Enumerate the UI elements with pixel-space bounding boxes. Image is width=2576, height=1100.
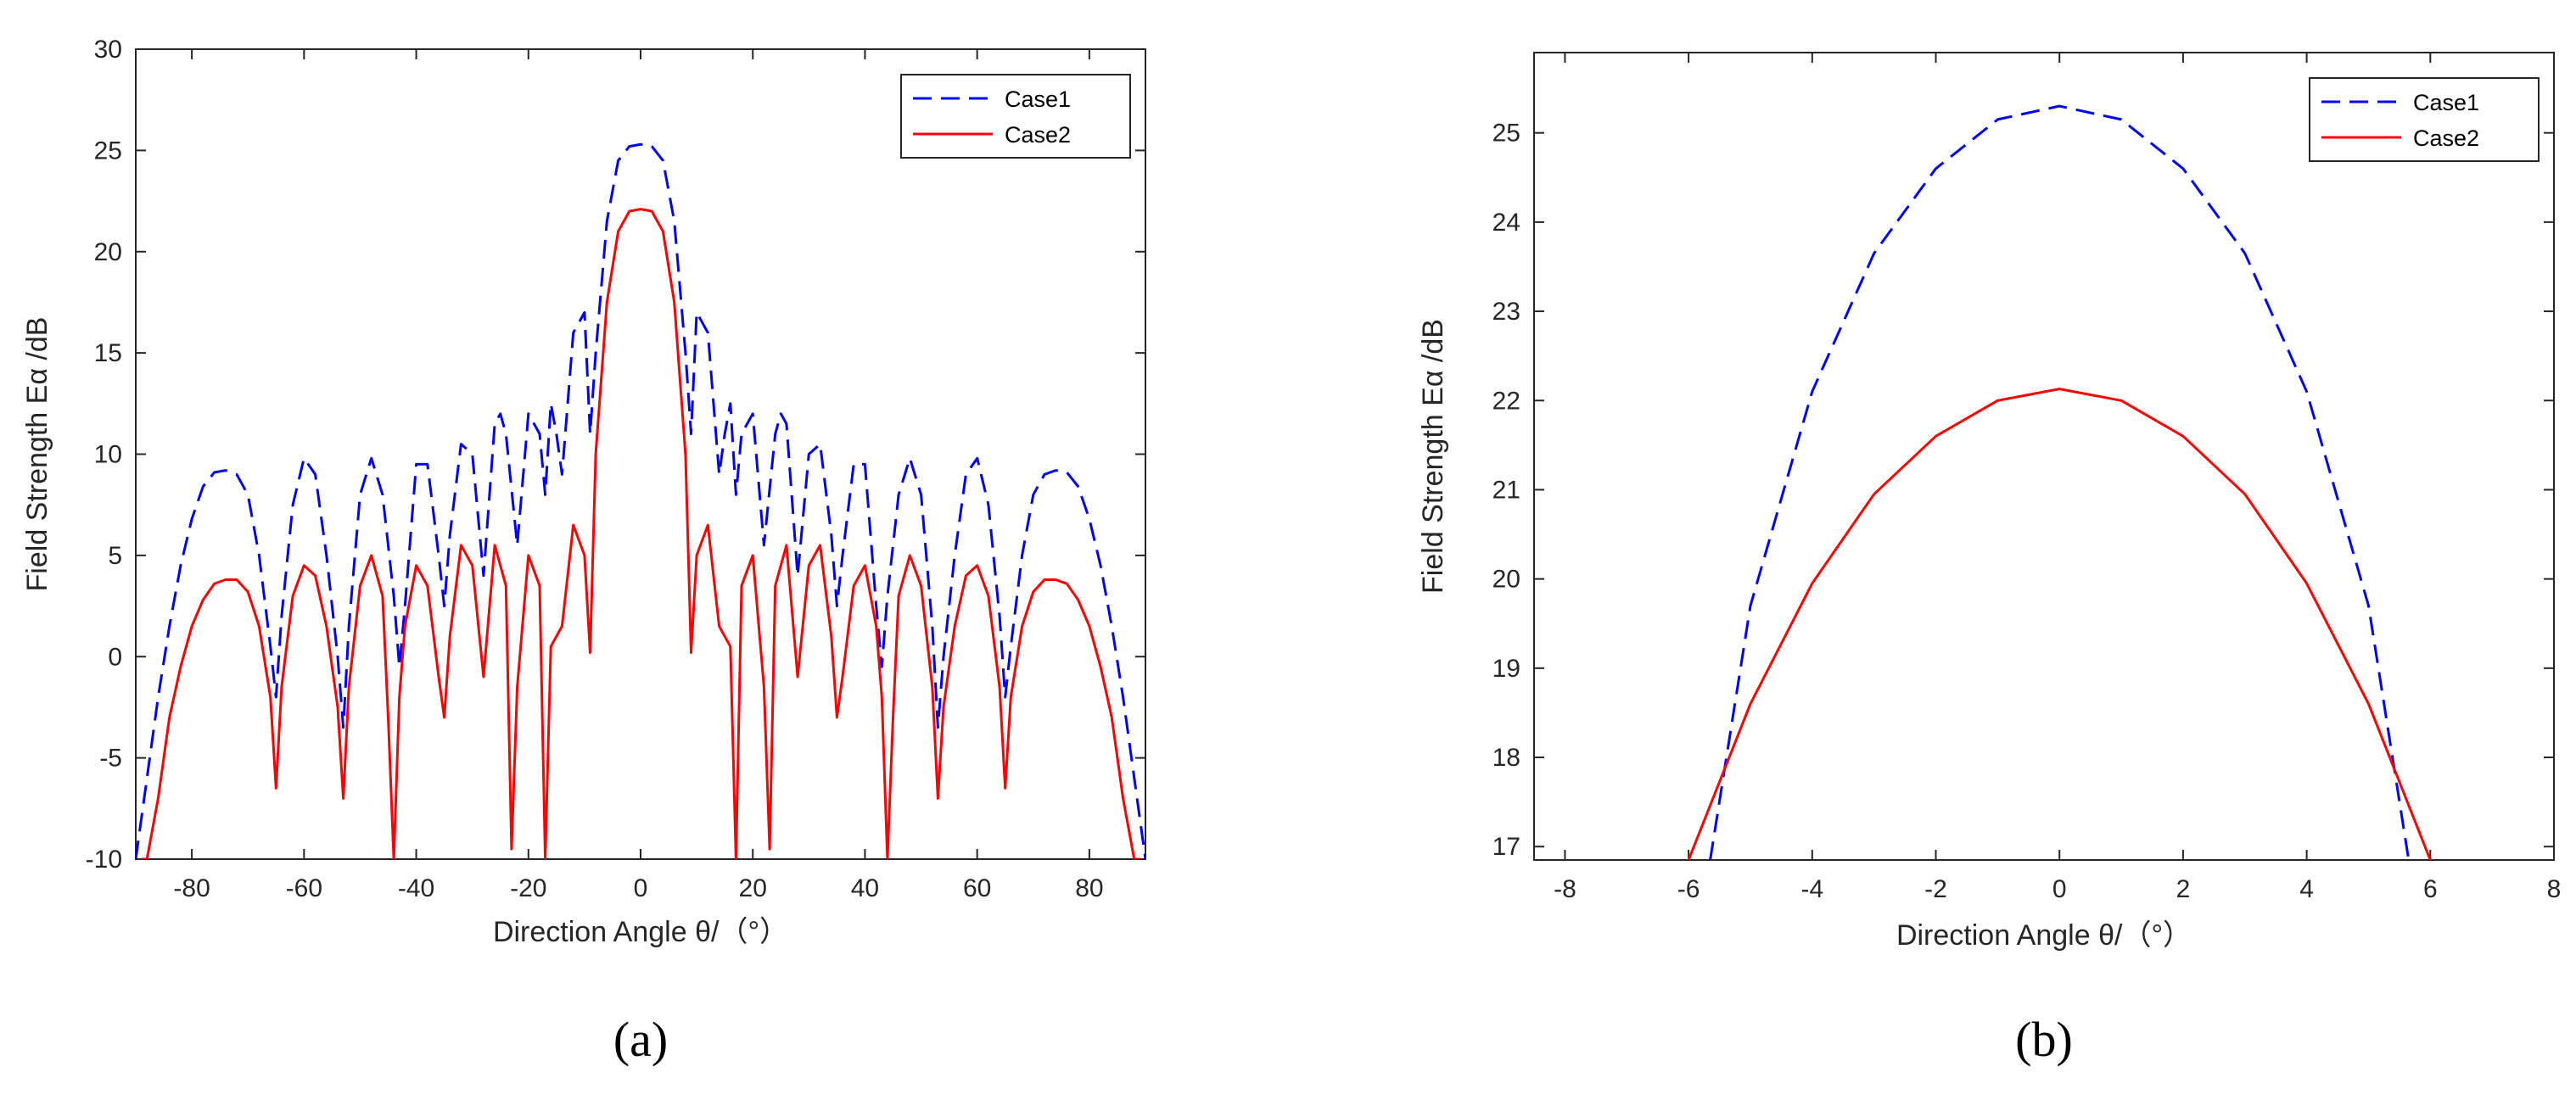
series-line-case1-a xyxy=(136,142,1145,859)
panel-label-b: (b) xyxy=(2015,1012,2073,1067)
legend-box-b xyxy=(2309,77,2540,162)
x-tick-label-a-8: 80 xyxy=(1075,874,1103,902)
x-tick-label-b-7: 6 xyxy=(2423,875,2438,903)
x-tick-label-b-4: 0 xyxy=(2052,875,2067,903)
x-axis-label-b: Direction Angle θ/（°） xyxy=(1896,919,2192,952)
y-tick-label-b-5: 22 xyxy=(1492,387,1520,415)
x-tick-label-a-6: 40 xyxy=(851,874,879,902)
x-tick-label-a-7: 60 xyxy=(963,874,991,902)
x-tick-label-a-1: -60 xyxy=(286,874,322,902)
series-line-case2-b xyxy=(1687,388,2432,860)
y-tick-label-b-0: 17 xyxy=(1492,833,1520,861)
y-tick-label-a-8: 30 xyxy=(94,36,122,64)
x-tick-label-b-6: 4 xyxy=(2299,875,2314,903)
y-tick-label-a-7: 25 xyxy=(94,137,122,165)
y-tick-label-a-5: 15 xyxy=(94,339,122,367)
x-tick-label-a-4: 0 xyxy=(634,874,648,902)
legend-label-case2-a: Case2 xyxy=(1005,122,1071,148)
chart-b: -8 -6 -4 -2 0 2 4 6 8171819202122232425Case1Case… xyxy=(1417,52,2562,1067)
y-tick-label-b-1: 18 xyxy=(1492,744,1520,772)
x-tick-label-b-3: -2 xyxy=(1924,875,1947,903)
x-tick-label-b-0: -8 xyxy=(1554,875,1576,903)
y-tick-label-a-1: -5 xyxy=(99,745,122,773)
series-line-case2-a xyxy=(141,208,1140,859)
x-tick-label-b-5: 2 xyxy=(2176,875,2191,903)
y-axis-label-b: Field Strength Eα /dB xyxy=(1417,319,1449,594)
series-line-case1-b xyxy=(1709,104,2411,860)
y-tick-label-b-4: 21 xyxy=(1492,476,1520,504)
series-group-b xyxy=(1687,104,2432,860)
y-tick-label-a-4: 10 xyxy=(94,441,122,469)
x-axis-label-a: Direction Angle θ/（°） xyxy=(493,916,788,948)
panel-label-a: (a) xyxy=(613,1012,668,1067)
y-tick-label-a-2: 0 xyxy=(108,643,122,671)
plot-area-b xyxy=(1533,52,2555,861)
y-tick-label-b-7: 24 xyxy=(1492,209,1520,237)
y-tick-label-b-6: 23 xyxy=(1492,298,1520,326)
x-tick-label-b-1: -6 xyxy=(1677,875,1700,903)
legend-label-case1-a: Case1 xyxy=(1005,87,1071,112)
x-tick-label-b-2: -4 xyxy=(1800,875,1823,903)
y-tick-label-b-2: 19 xyxy=(1492,655,1520,683)
chart-a: -80 -60 -40 -20 0 20 40 60 80 -10 -5 0 5 10 15 20 25 30 Ca… xyxy=(21,36,1146,1067)
x-tick-label-a-2: -40 xyxy=(398,874,434,902)
legend-label-case1-b: Case1 xyxy=(2413,90,2479,115)
legend-label-case2-b: Case2 xyxy=(2413,126,2479,151)
y-tick-label-b-8: 25 xyxy=(1492,120,1520,148)
x-tick-label-b-8: 8 xyxy=(2547,875,2562,903)
legend-box-a xyxy=(900,74,1131,159)
x-tick-label-a-3: -20 xyxy=(510,874,546,902)
y-tick-label-a-6: 20 xyxy=(94,238,122,266)
y-axis-label-a: Field Strength Eα /dB xyxy=(21,317,53,592)
y-tick-label-b-3: 20 xyxy=(1492,566,1520,594)
x-tick-label-a-5: 20 xyxy=(739,874,767,902)
x-tick-label-a-0: -80 xyxy=(173,874,210,902)
y-tick-label-a-3: 5 xyxy=(108,542,122,570)
plot-area-a xyxy=(135,48,1146,860)
y-tick-label-a-0: -10 xyxy=(86,846,122,874)
series-group-a xyxy=(136,142,1145,859)
